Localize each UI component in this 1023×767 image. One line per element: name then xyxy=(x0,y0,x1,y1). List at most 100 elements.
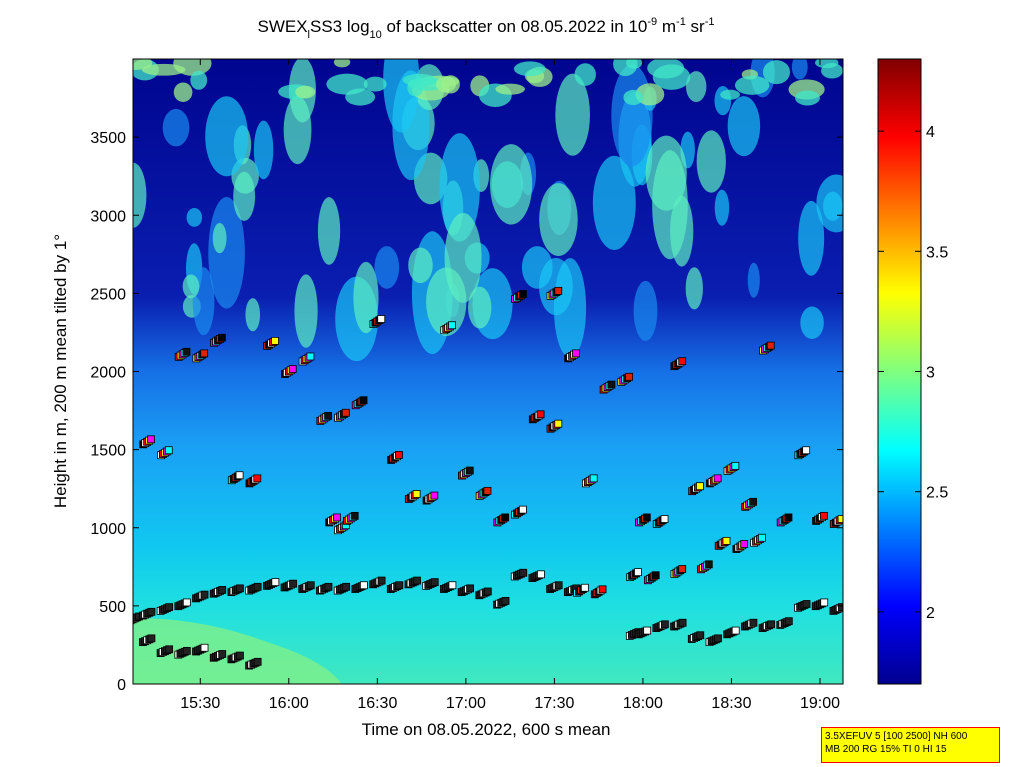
cloud-blob xyxy=(611,64,653,167)
layer-marker xyxy=(395,451,403,459)
cloud-features xyxy=(133,59,843,362)
cloud-blob xyxy=(468,286,492,329)
cloud-blob xyxy=(647,59,685,79)
layer-marker xyxy=(165,603,174,612)
cloud-blob xyxy=(727,96,761,157)
layer-marker xyxy=(430,578,439,587)
cloud-blob xyxy=(490,144,533,225)
cloud-blob xyxy=(182,274,200,299)
cloud-blob xyxy=(574,63,596,86)
y-tick-label-4: 2000 xyxy=(90,365,126,382)
cloud-blob xyxy=(190,70,208,90)
layer-marker xyxy=(625,372,634,381)
cloud-blob xyxy=(495,83,525,95)
layer-marker xyxy=(271,578,280,587)
layer-marker xyxy=(182,347,191,356)
layer-marker xyxy=(696,482,704,491)
colorbar-tick-label-3: 3.5 xyxy=(926,244,948,261)
layer-marker xyxy=(554,286,563,295)
cloud-blob xyxy=(294,274,318,348)
layer-marker xyxy=(536,410,545,419)
cloud-blob xyxy=(714,189,730,226)
layer-marker xyxy=(218,586,227,594)
cloud-blob xyxy=(133,162,147,228)
cloud-blob xyxy=(816,174,843,233)
layer-marker xyxy=(483,486,492,495)
x-tick-label-4: 17:30 xyxy=(534,695,574,712)
layer-marker xyxy=(253,657,262,666)
x-tick-label-7: 19:00 xyxy=(800,695,840,712)
layer-marker xyxy=(749,618,758,627)
layer-marker xyxy=(634,568,642,577)
surface-aerosol-layer xyxy=(133,618,342,684)
cloud-blob xyxy=(408,247,433,284)
layer-marker xyxy=(288,365,297,373)
layer-marker xyxy=(253,582,262,591)
layer-marker xyxy=(678,565,687,573)
cloud-blob xyxy=(435,76,457,93)
cloud-blob xyxy=(141,63,186,76)
cloud-blob xyxy=(633,280,658,341)
layer-marker xyxy=(519,568,528,577)
cloud-blob xyxy=(245,298,261,332)
cloud-blob xyxy=(747,262,760,298)
cloud-blob xyxy=(538,257,573,316)
layer-marker xyxy=(182,598,191,607)
layer-marker xyxy=(518,290,527,298)
cloud-blob xyxy=(791,59,808,80)
layer-marker xyxy=(218,650,227,658)
layer-marker xyxy=(642,513,651,522)
y-tick-label-5: 2500 xyxy=(90,286,126,303)
layer-marker xyxy=(660,515,669,523)
layer-marker xyxy=(678,357,687,366)
layer-marker xyxy=(147,634,156,643)
y-axis-label: Height in m, 200 m mean tilted by 1° xyxy=(51,234,70,508)
cloud-blob xyxy=(696,130,726,193)
layer-marker xyxy=(802,600,811,608)
layer-marker xyxy=(607,380,616,389)
cloud-blob xyxy=(513,61,546,77)
layer-marker xyxy=(200,590,209,599)
cloud-blob xyxy=(734,75,770,95)
layer-marker xyxy=(554,419,563,428)
surface-layer xyxy=(133,618,342,684)
layer-marker xyxy=(518,505,527,514)
colorbar-tick-label-2: 3 xyxy=(926,365,935,382)
layer-marker xyxy=(182,646,191,655)
x-tick-label-2: 16:30 xyxy=(357,695,397,712)
layer-marker xyxy=(350,511,359,520)
cloud-blob xyxy=(539,183,578,257)
layer-marker xyxy=(501,596,510,605)
colorbar-tick-label-0: 2 xyxy=(926,605,935,622)
cloud-blob xyxy=(295,85,316,99)
cloud-blob xyxy=(173,82,193,102)
y-tick-label-6: 3000 xyxy=(90,208,126,225)
layer-marker xyxy=(430,491,439,500)
cloud-blob xyxy=(555,73,590,156)
cloud-blob xyxy=(162,108,190,147)
layer-marker xyxy=(306,581,315,590)
layer-marker xyxy=(333,513,341,522)
cloud-blob xyxy=(326,73,368,95)
layer-marker xyxy=(598,585,607,594)
cloud-blob xyxy=(444,212,482,303)
chart-title: SWEXlSS3 log10 of backscatter on 08.05.2… xyxy=(257,16,714,41)
layer-marker xyxy=(714,634,722,643)
layer-marker xyxy=(235,471,244,480)
layer-marker xyxy=(537,570,545,579)
cloud-blob xyxy=(645,135,687,211)
layer-marker xyxy=(147,435,155,444)
x-tick-label-5: 18:00 xyxy=(623,695,663,712)
x-tick-label-6: 18:30 xyxy=(711,695,751,712)
colorbar xyxy=(877,58,922,685)
cloud-blob xyxy=(253,120,274,180)
layer-marker xyxy=(448,321,456,330)
layer-marker xyxy=(271,336,279,345)
plot-area xyxy=(133,59,843,684)
layer-marker xyxy=(767,620,776,629)
layer-marker xyxy=(731,461,740,470)
layer-marker xyxy=(289,579,297,588)
y-tick-label-0: 0 xyxy=(117,677,126,694)
layer-marker xyxy=(740,540,749,548)
cloud-blob xyxy=(374,246,400,289)
